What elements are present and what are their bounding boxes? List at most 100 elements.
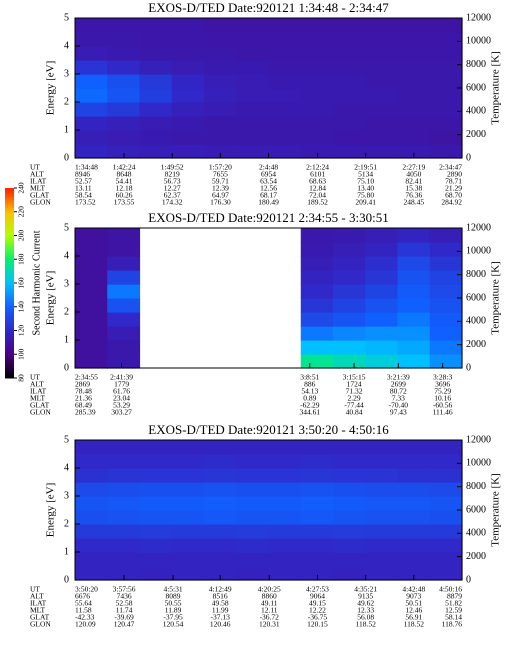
spectrogram-cell [107, 454, 141, 469]
spectrogram-cell [429, 116, 463, 131]
y-tick-label: 5 [64, 434, 69, 445]
spectrogram-cell [107, 496, 141, 511]
y-tick-label: 4 [64, 462, 69, 473]
ephemeris-value: -36.75 [308, 613, 328, 622]
spectrogram-cell [268, 74, 302, 89]
ephemeris-value: -42.33 [75, 613, 95, 622]
y-tick-label: 1 [64, 334, 69, 345]
spectrogram-cell [204, 32, 237, 47]
spectrogram-cell [300, 74, 334, 89]
colorbar-segment [5, 313, 14, 317]
spectrogram-cell [107, 18, 141, 33]
ephemeris-value: 12.46 [405, 606, 422, 615]
ephemeris-value: 3696 [435, 380, 450, 389]
spectrogram-cell [204, 468, 237, 483]
spectrogram-cell [268, 496, 302, 511]
ephemeris-value: -77.44 [344, 401, 364, 410]
spectrogram-cell [139, 88, 173, 103]
colorbar-segment [5, 202, 14, 206]
ephemeris-value: 12.56 [260, 184, 277, 193]
ephemeris-row-label: ILAT [30, 177, 47, 186]
y-tick-label: 2 [64, 518, 69, 529]
spectrogram-cell [365, 88, 399, 103]
spectrogram-cell [429, 538, 463, 553]
spectrogram-cell [365, 524, 399, 539]
spectrogram-cell [300, 468, 334, 483]
ephemeris-value: 7.33 [392, 394, 405, 403]
ephemeris-value: 120.09 [75, 620, 96, 629]
spectrogram-cell [107, 270, 141, 285]
y2-tick-label: 4000 [466, 316, 486, 327]
ephemeris-value: 12.27 [164, 184, 181, 193]
spectrogram-cell [365, 144, 399, 159]
spectrogram-cell [365, 270, 399, 285]
colorbar-segment [5, 278, 14, 282]
spectrogram-cell [107, 440, 141, 455]
spectrogram-cell [429, 284, 463, 299]
spectrogram-cell [300, 60, 334, 75]
colorbar-segment [5, 197, 14, 201]
spectrogram-cell [365, 46, 399, 61]
spectrogram-cell [333, 60, 366, 75]
spectrogram-cell [365, 102, 399, 117]
spectrogram-cell [300, 566, 334, 581]
y2-tick-label: 12000 [466, 12, 491, 23]
spectrogram-cell [429, 130, 463, 145]
spectrogram-cell [75, 496, 108, 511]
spectrogram-cell [171, 566, 205, 581]
spectrogram-cell [333, 440, 366, 455]
ephemeris-value: 118.52 [404, 620, 425, 629]
spectrogram-cell [429, 88, 463, 103]
spectrogram-cell [300, 46, 334, 61]
colorbar-segment [5, 342, 14, 346]
spectrogram-cell [107, 242, 141, 257]
y2-tick-label: 6000 [466, 292, 486, 303]
ephemeris-value: 78.48 [75, 387, 92, 396]
colorbar-segment [5, 252, 14, 255]
y2-tick-label: 10000 [466, 246, 491, 257]
ephemeris-value: 21.29 [445, 184, 462, 193]
spectrogram-cell [204, 46, 237, 61]
y2-tick-label: 10000 [466, 458, 491, 469]
y2-tick-label: 10000 [466, 36, 491, 47]
spectrogram-cell [204, 510, 237, 525]
spectrogram-cell [268, 538, 302, 553]
spectrogram-cell [204, 454, 237, 469]
spectrogram-cell [397, 538, 431, 553]
spectrogram-cell [139, 482, 173, 497]
spectrogram-cell [397, 468, 431, 483]
spectrogram-cell [268, 566, 302, 581]
spectrogram-cell [365, 116, 399, 131]
spectrogram-cell [429, 524, 463, 539]
spectrogram-cell [397, 32, 431, 47]
spectrogram-cell [300, 130, 334, 145]
ephemeris-value: 344.61 [299, 408, 320, 417]
spectrogram-cell [333, 468, 366, 483]
ephemeris-value: 97.43 [390, 408, 407, 417]
colorbar-segment [5, 233, 14, 236]
ephemeris-value: 51.82 [445, 599, 462, 608]
ephemeris-value: 173.55 [114, 198, 135, 207]
spectrogram-cell [300, 496, 334, 511]
colorbar-segment [5, 373, 14, 377]
ephemeris-value: 2.29 [348, 394, 361, 403]
spectrogram-cell [171, 440, 205, 455]
colorbar-segment [5, 242, 14, 246]
spectrogram-cell [333, 46, 366, 61]
ephemeris-value: 54.13 [301, 387, 318, 396]
spectrogram-cell [171, 524, 205, 539]
ephemeris-value: 68.17 [260, 191, 277, 200]
ephemeris-value: 303.27 [111, 408, 132, 417]
spectrogram-cell [171, 74, 205, 89]
spectrogram-cell [365, 496, 399, 511]
colorbar-segment [5, 218, 14, 222]
colorbar-segment [5, 354, 14, 358]
spectrogram-cell [429, 440, 463, 455]
x-tick-label: 2:19:51 [354, 163, 377, 172]
ephemeris-value: 0.89 [303, 394, 316, 403]
ephemeris-value: -37.13 [210, 613, 230, 622]
x-tick-label: 3:21:39 [387, 373, 410, 382]
spectrogram-cell [365, 482, 399, 497]
spectrogram-cell [333, 242, 366, 257]
spectrogram-cell [333, 312, 366, 327]
